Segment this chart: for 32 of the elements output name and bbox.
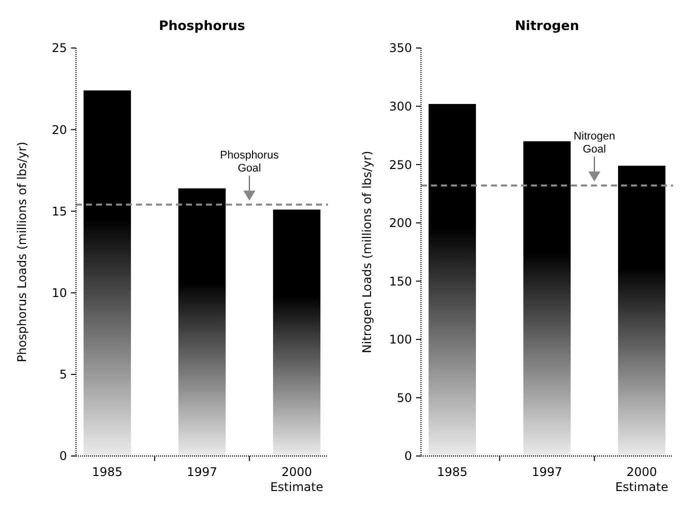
bar — [84, 90, 131, 456]
x-tick-label: 2000 Estimate — [270, 465, 324, 494]
y-axis-title: Phosphorus Loads (millions of lbs/yr) — [15, 142, 29, 362]
y-tick-label: 250 — [389, 158, 412, 172]
bar — [523, 141, 571, 456]
y-tick-label: 25 — [52, 41, 67, 56]
y-tick-label: 200 — [389, 216, 412, 230]
bar — [178, 188, 226, 456]
ref-line-label: Nitrogen Goal — [574, 130, 616, 156]
y-tick-label: 350 — [389, 41, 412, 56]
y-tick-label: 15 — [52, 204, 67, 218]
bar — [428, 104, 476, 456]
chart-title: Phosphorus — [158, 19, 246, 34]
ref-line-label: Phosphorus Goal — [220, 150, 280, 175]
y-axis-title: Nitrogen Loads (millions of lbs/yr) — [360, 150, 374, 354]
y-tick-label: 50 — [396, 390, 412, 405]
y-tick-label: 20 — [52, 122, 67, 137]
x-tick-label: 2000 Estimate — [615, 465, 668, 494]
y-tick-label: 0 — [404, 449, 412, 464]
bar — [618, 166, 666, 456]
chart-title: Nitrogen — [514, 19, 580, 34]
y-tick-label: 150 — [389, 274, 412, 288]
x-tick-label: 1985 — [436, 465, 468, 479]
y-tick-label: 0 — [59, 449, 67, 464]
y-tick-label: 10 — [52, 286, 67, 300]
bar — [273, 210, 320, 456]
y-tick-label: 100 — [389, 332, 412, 347]
y-tick-label: 300 — [389, 99, 412, 114]
x-tick-label: 1997 — [532, 465, 562, 479]
y-tick-label: 5 — [59, 368, 67, 382]
x-tick-label: 1997 — [186, 465, 218, 479]
x-tick-label: 1985 — [92, 465, 123, 479]
